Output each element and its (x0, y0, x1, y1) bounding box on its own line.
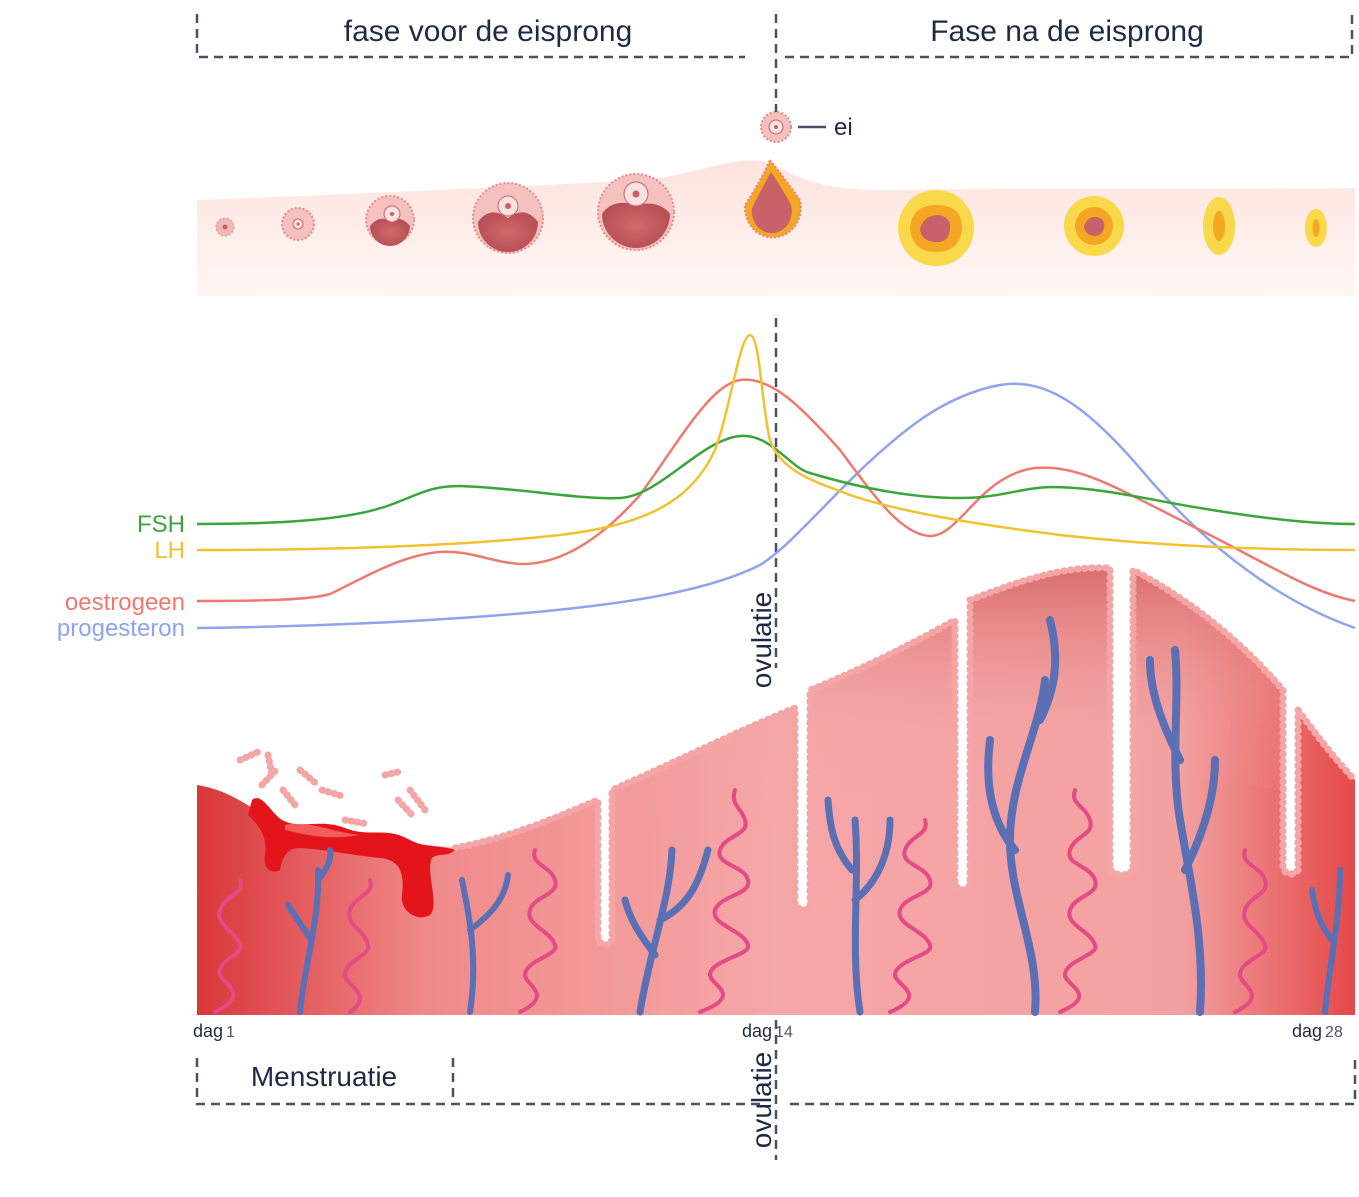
oestrogen-curve (196, 378, 1356, 603)
blood-highlight (285, 823, 360, 838)
corpus-luteum-4 (1305, 209, 1327, 247)
follicle-tertiary (472, 182, 544, 254)
phase-brackets-bottom (195, 1058, 1357, 1106)
follicle-rupturing (743, 158, 802, 239)
corpus-luteum-3 (1203, 197, 1235, 255)
corpus-luteum-2 (1064, 196, 1124, 256)
follicle-secondary (365, 195, 415, 246)
egg (760, 111, 826, 143)
corpus-luteum-1 (898, 190, 974, 266)
day-1-label: dag 1 (193, 1021, 235, 1041)
egg-label: ei (834, 114, 853, 141)
corpus-luteum-stages (898, 190, 1327, 266)
progesterone-curve (196, 382, 1356, 630)
ovulation-label-bottom: ovulatie (746, 1052, 777, 1149)
bracket-bottom-after (790, 1058, 1357, 1106)
phase-after-label: Fase na de eisprong (930, 15, 1204, 48)
follicle-primary (281, 207, 315, 241)
hormone-curves (196, 333, 1356, 630)
hormone-legend: FSH LH oestrogeen progesteron (57, 511, 185, 642)
menstruation-label: Menstruatie (251, 1061, 397, 1092)
fsh-curve (196, 434, 1356, 526)
phase-before-label: fase voor de eisprong (344, 15, 633, 48)
day-axis: dag 1 dag 14 dag 28 (193, 1021, 1343, 1041)
veins (285, 616, 1343, 1016)
lh-curve (196, 333, 1356, 552)
day-28-label: dag 28 (1292, 1021, 1343, 1041)
phase-brackets-top (195, 14, 1354, 59)
ovulation-label-top: ovulatie (746, 592, 777, 689)
lh-label: LH (154, 537, 185, 564)
endometrium (197, 564, 1359, 1016)
follicle-stages (215, 158, 802, 254)
follicle-primordial (215, 217, 235, 237)
bracket-before (195, 14, 745, 59)
shed-tissue-particles (236, 748, 429, 828)
fsh-label: FSH (137, 511, 185, 538)
day-14-label: dag 14 (742, 1021, 793, 1041)
progesterone-label: progesteron (57, 615, 185, 642)
follicle-graafian (597, 173, 675, 251)
bracket-bottom-before (195, 1058, 760, 1106)
bracket-after (785, 14, 1354, 59)
endometrium-surface-shade (612, 567, 1283, 860)
oestrogen-label: oestrogeen (65, 589, 185, 616)
endometrium-epithelium (451, 564, 1359, 949)
spiral-arteries (213, 788, 1268, 1014)
